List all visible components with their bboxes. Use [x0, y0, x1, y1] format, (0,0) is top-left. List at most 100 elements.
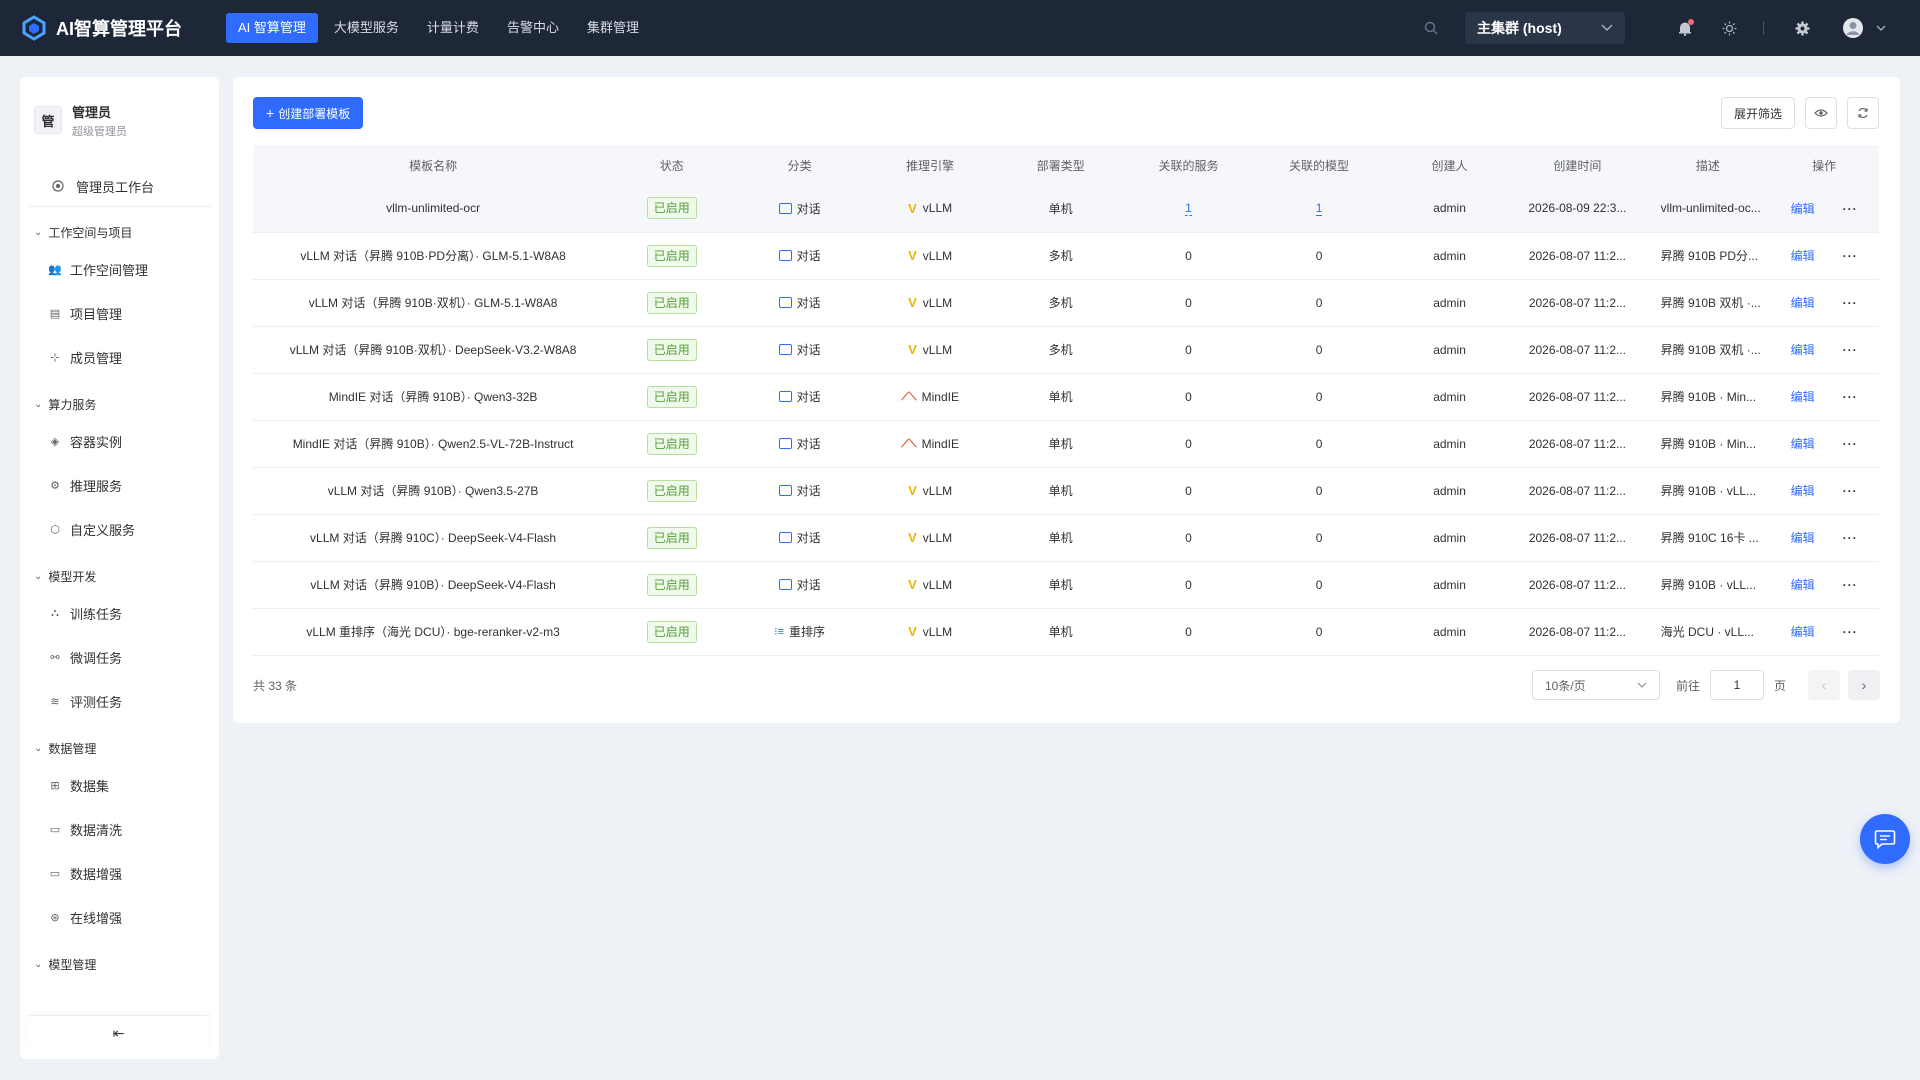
description: 昇腾 910B · vLL...	[1646, 561, 1770, 609]
edit-link[interactable]: 编辑	[1790, 296, 1815, 310]
sidebar-item-training[interactable]: ⛬ 训练任务	[20, 591, 219, 635]
edit-link[interactable]: 编辑	[1790, 531, 1815, 545]
actions-cell: 编辑 ···	[1769, 373, 1879, 421]
topnav-cluster[interactable]: 集群管理	[586, 20, 639, 35]
edit-link[interactable]: 编辑	[1790, 390, 1815, 404]
sidebar-item-online-enhance[interactable]: ⊛ 在线增强	[20, 895, 219, 939]
more-actions-icon[interactable]: ···	[1842, 625, 1858, 639]
linked-count: 0	[1185, 436, 1192, 451]
prev-page-button[interactable]: ‹	[1808, 670, 1840, 700]
sidebar-item-finetune[interactable]: ⚯ 微调任务	[20, 635, 219, 679]
cluster-select[interactable]: 主集群 (host)	[1465, 12, 1625, 44]
more-actions-icon[interactable]: ···	[1842, 390, 1858, 404]
sidebar-item-evaluation[interactable]: ≋ 评测任务	[20, 679, 219, 723]
col-header-linked-models: 关联的模型	[1247, 145, 1391, 185]
edit-link[interactable]: 编辑	[1790, 578, 1815, 592]
more-actions-icon[interactable]: ···	[1842, 249, 1858, 263]
sidebar-item-custom-service[interactable]: ⬡ 自定义服务	[20, 507, 219, 551]
table-row[interactable]: MindIE 对话（昇腾 910B）· Qwen2.5-VL-72B-Instr…	[253, 420, 1879, 468]
search-icon[interactable]	[1421, 18, 1441, 38]
refresh-button[interactable]	[1847, 97, 1879, 129]
table-row[interactable]: vLLM 重排序（海光 DCU）· bge-reranker-v2-m3 已启用 ⁝…	[253, 608, 1879, 656]
sidebar-item-container[interactable]: ◈ 容器实例	[20, 419, 219, 463]
org-icon: ⊹	[50, 351, 60, 364]
sidebar-group-model-dev[interactable]: ⌄ 模型开发	[34, 569, 97, 584]
edit-link[interactable]: 编辑	[1790, 249, 1815, 263]
more-actions-icon[interactable]: ···	[1842, 531, 1858, 545]
table-row[interactable]: vLLM 对话（昇腾 910B）· DeepSeek-V4-Flash 已启用 对话…	[253, 561, 1879, 609]
edit-link[interactable]: 编辑	[1790, 343, 1815, 357]
column-visibility-button[interactable]	[1805, 97, 1837, 129]
topnav-alerts[interactable]: 告警中心	[506, 20, 559, 35]
sidebar-item-member-mgmt[interactable]: ⊹ 成员管理	[20, 335, 219, 379]
sidebar-item-data-enhance[interactable]: ▭ 数据增强	[49, 866, 123, 882]
goto-page-input[interactable]	[1709, 670, 1764, 700]
description: 昇腾 910B 双机 ·...	[1646, 279, 1770, 327]
col-header-engine: 推理引擎	[868, 145, 992, 185]
sidebar-group-model-mgmt[interactable]: ⌄ 模型管理	[34, 957, 97, 972]
category-cell: 对话	[730, 373, 869, 421]
linked-models-cell: 0	[1247, 420, 1391, 468]
template-name: MindIE 对话（昇腾 910B）· Qwen2.5-VL-72B-Instr…	[253, 420, 614, 468]
edit-link[interactable]: 编辑	[1790, 437, 1815, 451]
gear-icon[interactable]	[1792, 18, 1812, 38]
topnav-ai-compute[interactable]: AI 智算管理	[226, 13, 318, 43]
sidebar-item-project-mgmt[interactable]: ▤ 项目管理	[49, 306, 123, 322]
linked-models-cell: 0	[1247, 326, 1391, 374]
more-actions-icon[interactable]: ···	[1842, 484, 1858, 498]
more-actions-icon[interactable]: ···	[1842, 578, 1858, 592]
sidebar-group-data[interactable]: ⌄ 数据管理	[34, 741, 97, 756]
next-page-button[interactable]: ›	[1848, 670, 1880, 700]
creator: admin	[1390, 185, 1509, 233]
sidebar-group-compute[interactable]: ⌄ 算力服务	[34, 397, 97, 412]
logo[interactable]: AI智算管理平台	[20, 14, 206, 42]
more-actions-icon[interactable]: ···	[1842, 437, 1858, 451]
sidebar-item-inference[interactable]: ⚙ 推理服务	[20, 463, 219, 507]
table-row[interactable]: vLLM 对话（昇腾 910C）· DeepSeek-V4-Flash 已启用 对话…	[253, 514, 1879, 562]
chevron-down-icon: ⌄	[34, 742, 43, 754]
edit-link[interactable]: 编辑	[1790, 484, 1815, 498]
expand-filter-button[interactable]: 展开筛选	[1721, 97, 1795, 129]
linked-count-link[interactable]: 1	[1185, 201, 1192, 217]
more-actions-icon[interactable]: ···	[1842, 296, 1858, 310]
engine-label: MindIE	[921, 437, 959, 452]
topnav-billing[interactable]: 计量计费	[426, 20, 479, 35]
table-row[interactable]: MindIE 对话（昇腾 910B）· Qwen3-32B 已启用 对话 ⟋⟍ Mind…	[253, 373, 1879, 421]
sidebar-collapse-button[interactable]: ⇤	[28, 1015, 209, 1051]
edit-link[interactable]: 编辑	[1790, 625, 1815, 639]
category-cell: ⁝≡ 重排序	[730, 608, 869, 656]
category-cell: 对话	[730, 326, 869, 374]
sidebar-item-data-clean[interactable]: ▭ 数据清洗	[49, 822, 123, 838]
topnav-llm-service[interactable]: 大模型服务	[333, 20, 399, 35]
sidebar-item-dataset[interactable]: ⊞ 数据集	[20, 763, 219, 807]
more-actions-icon[interactable]: ···	[1842, 343, 1858, 357]
table-row[interactable]: vLLM 对话（昇腾 910B·PD分离）· GLM-5.1-W8A8 已启用 对话…	[253, 232, 1879, 280]
sidebar-group-workspace[interactable]: ⌄ 工作空间与项目	[34, 225, 133, 240]
avatar[interactable]	[1842, 18, 1886, 38]
sidebar-item-workspace-mgmt[interactable]: 👥 工作空间管理	[48, 262, 149, 278]
chat-bubble-icon	[778, 202, 792, 214]
table-row[interactable]: vLLM 对话（昇腾 910B·双机）· DeepSeek-V3.2-W8A8 已…	[253, 326, 1879, 374]
clean-icon: ▭	[49, 823, 61, 836]
category-cell: 对话	[730, 561, 869, 609]
more-actions-icon[interactable]: ···	[1842, 201, 1858, 216]
sun-icon[interactable]	[1719, 18, 1739, 38]
chevron-down-icon: ⌄	[34, 958, 43, 970]
chat-assistant-button[interactable]	[1860, 814, 1910, 864]
linked-count-link[interactable]: 1	[1315, 201, 1323, 217]
create-template-button[interactable]: + 创建部署模板	[253, 97, 364, 129]
page-size-select[interactable]: 10条/页	[1531, 670, 1660, 700]
edit-link[interactable]: 编辑	[1790, 201, 1815, 216]
status-badge: 已启用	[646, 526, 697, 549]
linked-count: 0	[1185, 483, 1192, 498]
target-icon	[52, 179, 66, 194]
linked-count: 0	[1185, 530, 1192, 545]
cluster-select-value: 主集群 (host)	[1477, 20, 1562, 36]
description: 昇腾 910B · Min...	[1646, 373, 1770, 421]
sidebar-item-admin-workbench[interactable]: 管理员工作台	[28, 167, 211, 207]
bell-icon[interactable]	[1675, 18, 1695, 38]
